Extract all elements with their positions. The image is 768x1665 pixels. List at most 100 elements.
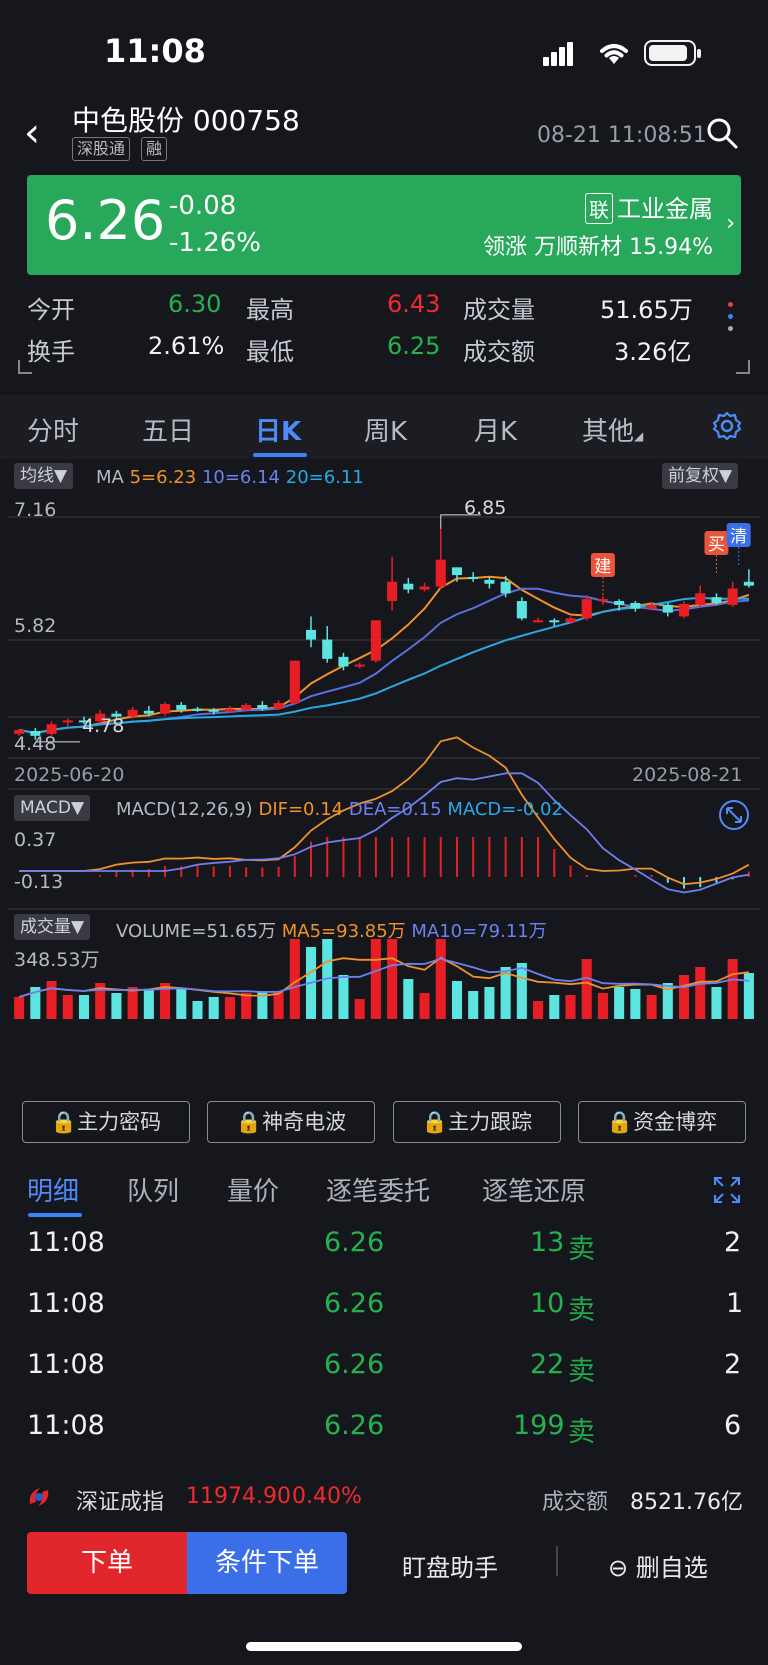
lock-button-tracking[interactable]: 🔒主力跟踪 [393,1101,561,1143]
back-icon[interactable]: ‹ [24,110,40,156]
trade-volume: 22 [530,1349,565,1380]
trade-volume: 10 [530,1288,565,1319]
expand-corner-right-icon[interactable] [736,360,750,374]
candle-body [403,583,414,590]
search-icon[interactable] [706,117,738,149]
remove-watchlist-button[interactable]: ⊖ 删自选 [608,1548,708,1583]
lock-button-fund-game[interactable]: 🔒资金博弈 [578,1101,746,1143]
index-ticker[interactable]: 深证成指 11974.90 0.40% 成交额 8521.76亿 [0,1468,768,1528]
ma10-label: 10=6.14 [201,467,281,488]
order-button[interactable]: 下单 [27,1532,187,1594]
premium-tools: 🔒主力密码 🔒神奇电波 🔒主力跟踪 🔒资金博弈 [0,1098,768,1148]
candle-body [695,593,706,605]
wifi-icon [600,44,628,64]
volume-selector[interactable]: 成交量▼ [14,914,91,940]
industry-link[interactable]: 联工业金属 [585,189,713,224]
tab-monthly-k[interactable]: 月K [474,417,518,447]
adjust-selector[interactable]: 前复权▼ [662,463,739,489]
dif-label: DIF=0.14 [258,799,344,820]
tab-five-day[interactable]: 五日 [142,417,195,447]
candle-body [662,604,673,613]
quote-grid: 今开 6.30 最高 6.43 成交量 51.65万 换手 2.61% 最低 6… [0,282,768,382]
expand-corner-left-icon [18,360,32,374]
tab-other[interactable]: 其他◢ [582,417,644,447]
candle-body [78,720,90,723]
volume-bar [516,963,527,1019]
volume-bar [354,999,365,1019]
open-label: 今开 [27,296,75,324]
clear-marker-box [726,523,751,547]
candle-body [289,660,300,704]
volume-bar [338,975,349,1019]
lock-button-label: 主力密码 [77,1110,162,1134]
volume-bar [387,939,398,1019]
build-marker-label: 建 [594,557,611,577]
trade-time: 11:08 [27,1349,105,1380]
x-label-end: 2025-08-21 [632,764,743,786]
y-label-mid: 5.82 [14,615,57,637]
industry-badge: 联 [585,193,613,224]
current-price: 6.26 [45,189,166,252]
candle-body [127,709,138,717]
tab-volume-price[interactable]: 量价 [227,1177,280,1207]
tab-trade-restore[interactable]: 逐笔还原 [482,1177,587,1207]
fullscreen-icon[interactable] [712,1175,742,1205]
volume-bar [176,989,187,1019]
volume-bar [111,993,122,1019]
ma-selector[interactable]: 均线▼ [14,463,74,489]
candle-body [743,581,754,586]
macd-selector[interactable]: MACD▼ [14,795,91,821]
lock-button-main-code[interactable]: 🔒主力密码 [22,1101,190,1143]
dea-label: DEA=0.15 [348,799,442,820]
gear-icon[interactable] [712,411,742,441]
volume-bar [224,997,235,1019]
candle-body [160,704,171,714]
tab-detail[interactable]: 明细 [27,1177,80,1207]
volume-legend: VOLUME=51.65万 MA5=93.85万 MA10=79.11万 [116,917,547,943]
detail-tab-indicator [28,1213,82,1217]
volume-bar [500,967,511,1019]
volume-bar [192,1001,203,1019]
quote-datetime: 08-21 11:08:51 [537,123,707,148]
volume-y-label: 348.53万 [14,949,100,971]
volume-bar [160,983,171,1019]
monitor-assistant-button[interactable]: 盯盘助手 [402,1554,498,1582]
high-annotation: 6.85 [464,497,507,519]
volume-bar [727,959,738,1019]
price-banner[interactable]: 6.26 -0.08 -1.26% 联工业金属 领涨 万顺新材 15.94% › [27,175,741,275]
exchange-logo-icon [29,1488,49,1506]
buy-marker-box [704,531,729,555]
tab-intraday[interactable]: 分时 [27,417,80,447]
trade-count: 6 [724,1410,742,1441]
lock-button-magic-wave[interactable]: 🔒神奇电波 [207,1101,375,1143]
ma20-label: 20=6.11 [285,467,364,488]
macd-params: MACD(12,26,9) [116,799,253,820]
index-amount-label: 成交额 [542,1490,609,1515]
tab-weekly-k[interactable]: 周K [364,417,408,447]
detail-tabs: 明细 队列 量价 逐笔委托 逐笔还原 [0,1165,768,1220]
conditional-order-button[interactable]: 条件下单 [187,1532,347,1594]
kline-chart[interactable]: 建 买清 均线▼ MA 5=6.23 10=6.14 20=6.11 前复权▼ 7… [8,459,760,1089]
tab-queue[interactable]: 队列 [127,1177,180,1207]
volume-bar [468,991,479,1019]
chevron-right-icon: › [726,211,735,236]
high-value: 6.43 [387,290,441,318]
volume-bar [581,959,592,1019]
buy-marker-label: 买 [708,535,725,555]
tag-shenzhen-connect: 深股通 [72,137,131,161]
ma5-line [18,575,750,734]
tab-daily-k[interactable]: 日K [255,417,302,447]
clear-marker-label: 清 [730,527,747,547]
trade-volume: 199 [513,1410,565,1441]
macd-y-high: 0.37 [14,829,57,851]
table-row: 11:08 6.26 13 卖 2 [0,1217,768,1277]
tab-order-by-order[interactable]: 逐笔委托 [326,1177,431,1207]
low-value: 6.25 [387,332,441,360]
candle-body [370,620,381,661]
macd-expand-icon[interactable] [718,799,750,831]
remove-watchlist-label: 删自选 [635,1554,708,1582]
more-dots-icon[interactable] [728,302,736,338]
candle-body [143,710,154,714]
candle-body [646,604,657,609]
candle-body [581,599,592,619]
